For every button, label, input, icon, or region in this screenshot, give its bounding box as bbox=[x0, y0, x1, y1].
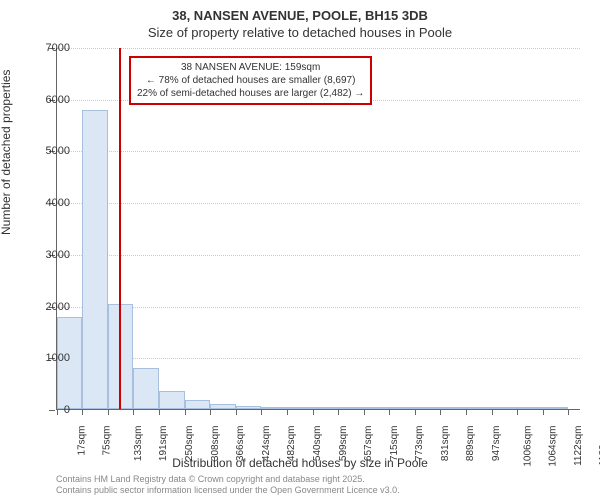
histogram-bar bbox=[287, 407, 313, 409]
histogram-bar bbox=[415, 407, 440, 409]
x-tick bbox=[57, 409, 58, 415]
histogram-bar bbox=[82, 110, 107, 409]
x-tick bbox=[236, 409, 237, 415]
y-tick-label: 0 bbox=[64, 404, 70, 416]
y-tick-label: 3000 bbox=[46, 249, 70, 261]
x-tick bbox=[440, 409, 441, 415]
y-tick-label: 7000 bbox=[46, 42, 70, 54]
histogram-bar bbox=[313, 407, 338, 409]
gridline bbox=[57, 151, 580, 152]
y-axis-label: Number of detached properties bbox=[0, 70, 13, 235]
x-tick bbox=[108, 409, 109, 415]
histogram-bar bbox=[389, 407, 414, 409]
histogram-bar bbox=[543, 407, 568, 409]
annotation-line-1: 38 NANSEN AVENUE: 159sqm bbox=[137, 61, 364, 74]
histogram-bar bbox=[466, 407, 492, 409]
y-tick-label: 4000 bbox=[46, 197, 70, 209]
x-tick bbox=[210, 409, 211, 415]
histogram-bar bbox=[159, 391, 184, 409]
histogram-bar bbox=[261, 407, 286, 409]
gridline bbox=[57, 358, 580, 359]
annotation-line-3: 22% of semi-detached houses are larger (… bbox=[137, 87, 364, 100]
chart-container: 38, NANSEN AVENUE, POOLE, BH15 3DB Size … bbox=[0, 0, 600, 500]
histogram-bar bbox=[440, 407, 465, 409]
x-tick-label: 17sqm bbox=[77, 426, 88, 456]
y-tick-label: 2000 bbox=[46, 301, 70, 313]
histogram-bar bbox=[236, 406, 261, 409]
y-tick-label: 6000 bbox=[46, 94, 70, 106]
x-tick bbox=[159, 409, 160, 415]
x-tick bbox=[261, 409, 262, 415]
gridline bbox=[57, 203, 580, 204]
x-tick bbox=[185, 409, 186, 415]
x-tick bbox=[287, 409, 288, 415]
annotation-box: 38 NANSEN AVENUE: 159sqm ← 78% of detach… bbox=[129, 56, 372, 105]
chart-title: 38, NANSEN AVENUE, POOLE, BH15 3DB bbox=[0, 8, 600, 23]
x-tick bbox=[389, 409, 390, 415]
y-tick-label: 5000 bbox=[46, 145, 70, 157]
x-tick bbox=[313, 409, 314, 415]
gridline bbox=[57, 48, 580, 49]
y-tick-label: 1000 bbox=[46, 352, 70, 364]
x-tick-label: 75sqm bbox=[102, 426, 113, 456]
marker-line bbox=[119, 48, 121, 409]
histogram-bar bbox=[133, 368, 159, 409]
x-tick bbox=[338, 409, 339, 415]
x-tick bbox=[492, 409, 493, 415]
attribution: Contains HM Land Registry data © Crown c… bbox=[56, 474, 400, 496]
histogram-bar bbox=[364, 407, 389, 409]
annotation-line-2: ← 78% of detached houses are smaller (8,… bbox=[137, 74, 364, 87]
x-tick bbox=[517, 409, 518, 415]
histogram-bar bbox=[492, 407, 517, 409]
gridline bbox=[57, 255, 580, 256]
x-tick bbox=[82, 409, 83, 415]
histogram-bar bbox=[338, 407, 363, 409]
histogram-bar bbox=[517, 407, 542, 409]
x-tick bbox=[568, 409, 569, 415]
x-tick bbox=[133, 409, 134, 415]
histogram-bar bbox=[185, 400, 210, 409]
chart-title-group: 38, NANSEN AVENUE, POOLE, BH15 3DB Size … bbox=[0, 0, 600, 40]
x-tick bbox=[466, 409, 467, 415]
x-tick bbox=[364, 409, 365, 415]
chart-subtitle: Size of property relative to detached ho… bbox=[0, 25, 600, 40]
histogram-bar bbox=[210, 404, 235, 409]
gridline bbox=[57, 307, 580, 308]
x-tick bbox=[543, 409, 544, 415]
x-tick bbox=[415, 409, 416, 415]
x-axis-label: Distribution of detached houses by size … bbox=[0, 456, 600, 470]
y-tick bbox=[49, 410, 55, 411]
attribution-line-1: Contains HM Land Registry data © Crown c… bbox=[56, 474, 400, 485]
plot-area: 38 NANSEN AVENUE: 159sqm ← 78% of detach… bbox=[56, 48, 580, 410]
attribution-line-2: Contains public sector information licen… bbox=[56, 485, 400, 496]
